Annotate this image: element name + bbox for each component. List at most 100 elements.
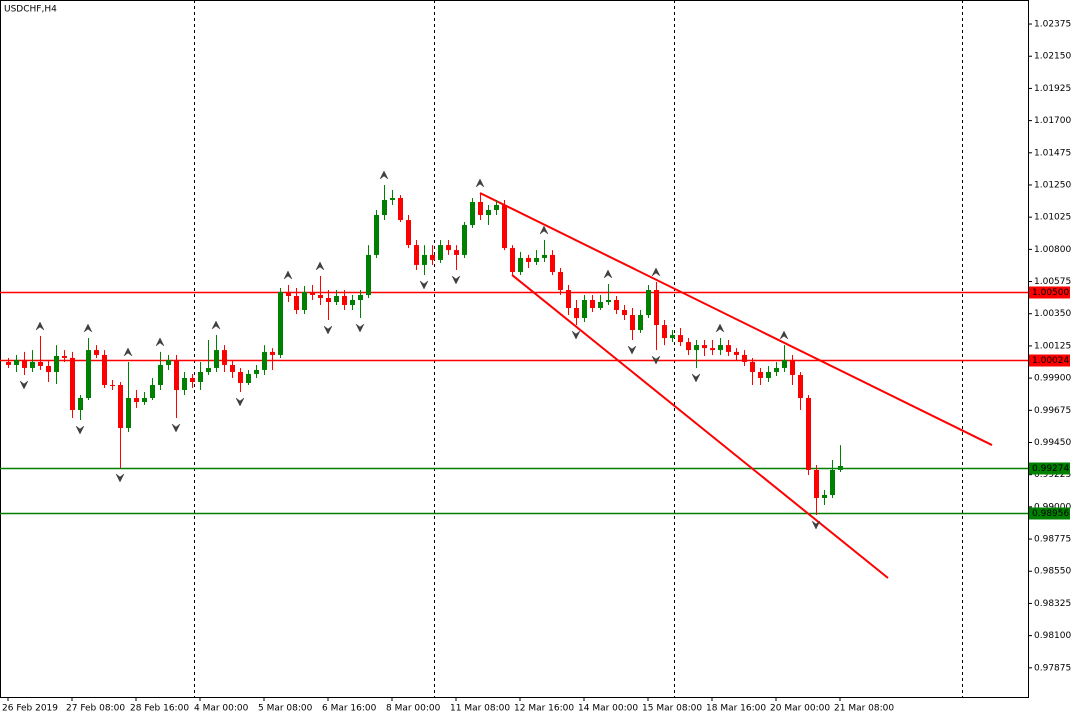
x-tick-label: 26 Feb 2019	[2, 704, 58, 714]
candle-body	[430, 254, 435, 260]
candle-body	[750, 361, 755, 372]
candle-body	[534, 257, 539, 262]
candle-body	[550, 254, 555, 272]
candle-body	[462, 225, 467, 255]
candle-body	[30, 361, 35, 368]
candle-body	[134, 397, 139, 403]
candle-body	[6, 361, 11, 365]
candle-body	[326, 297, 331, 303]
candle-body	[478, 202, 483, 216]
y-tick-label: 1.01475	[1034, 148, 1071, 158]
candle-body	[470, 202, 475, 226]
price-tag-label: 0.98956	[1032, 509, 1069, 519]
x-tick-label: 8 Mar 00:00	[386, 704, 441, 714]
candle-body	[574, 308, 579, 319]
fractal-up	[155, 337, 165, 347]
candle-body	[558, 271, 563, 290]
candle-body	[838, 465, 843, 470]
price-tag-label: 1.00500	[1032, 288, 1069, 298]
y-tick-label: 0.98100	[1034, 631, 1071, 641]
candle-body	[246, 373, 251, 383]
candle-body	[14, 359, 19, 365]
candle-body	[582, 300, 587, 319]
y-tick-label: 0.98550	[1034, 567, 1071, 577]
candle-body	[286, 291, 291, 296]
chart-title: USDCHF,H4	[4, 5, 57, 15]
candle-body	[118, 384, 123, 429]
candle-body	[606, 300, 611, 303]
candle-body	[814, 469, 819, 499]
candle-body	[366, 254, 371, 295]
candle-body	[798, 374, 803, 398]
price-tag	[1029, 286, 1070, 299]
candle-body	[414, 245, 419, 265]
fractal-up	[379, 170, 389, 180]
candle-body	[390, 197, 395, 201]
y-tick-label: 1.01925	[1034, 84, 1071, 94]
candle-body	[774, 367, 779, 372]
candle-body	[238, 371, 243, 383]
fractal-down	[651, 355, 661, 365]
candle-body	[142, 397, 147, 403]
price-tag	[1029, 354, 1070, 367]
candle-body	[830, 469, 835, 495]
candle-body	[510, 248, 515, 272]
candle-body	[310, 291, 315, 295]
candle-body	[718, 345, 723, 351]
x-tick-label: 6 Mar 16:00	[322, 704, 377, 714]
fractal-down	[811, 520, 821, 530]
price-tag	[1029, 507, 1070, 520]
price-tag-label: 0.99274	[1032, 464, 1069, 474]
fractal-up	[603, 269, 613, 279]
candle-body	[358, 294, 363, 301]
y-tick-label: 1.01250	[1034, 180, 1071, 190]
fractal-up	[35, 321, 45, 331]
fractal-up	[779, 330, 789, 340]
y-tick-label: 0.99000	[1034, 502, 1071, 512]
x-tick-label: 18 Mar 16:00	[706, 704, 766, 714]
fractal-down	[691, 373, 701, 383]
candle-body	[454, 250, 459, 255]
candle-body	[742, 354, 747, 362]
candle-body	[566, 289, 571, 309]
candle-body	[46, 365, 51, 372]
x-tick-label: 5 Mar 08:00	[258, 704, 313, 714]
y-tick-label: 0.97875	[1034, 663, 1071, 673]
candle-body	[806, 397, 811, 470]
candle-body	[126, 397, 131, 429]
y-tick-label: 1.00125	[1034, 341, 1071, 351]
y-tick-label: 1.00350	[1034, 309, 1071, 319]
candle-body	[158, 364, 163, 385]
candle-body	[70, 357, 75, 411]
candle-body	[198, 371, 203, 382]
candle-body	[102, 354, 107, 385]
candle-body	[230, 364, 235, 372]
fractal-down	[235, 397, 245, 407]
candle-body	[38, 361, 43, 366]
fractal-down	[451, 275, 461, 285]
fractal-up	[539, 225, 549, 235]
fractal-down	[171, 423, 181, 433]
candle-body	[382, 200, 387, 216]
y-tick-label: 1.01025	[1034, 213, 1071, 223]
y-tick-label: 0.99675	[1034, 406, 1071, 416]
candle-body	[710, 348, 715, 351]
candle-body	[654, 289, 659, 326]
candle-body	[150, 384, 155, 398]
candle-body	[214, 350, 219, 368]
candle-body	[222, 350, 227, 365]
plot-frame	[0, 0, 1029, 698]
candle-body	[766, 371, 771, 378]
candle-body	[662, 325, 667, 339]
candle-body	[110, 384, 115, 386]
candle-body	[822, 494, 827, 499]
y-tick-label: 0.98775	[1034, 535, 1071, 545]
candle-body	[542, 254, 547, 258]
trendline	[479, 192, 993, 446]
y-tick-label: 0.99225	[1034, 470, 1071, 480]
candle-body	[86, 350, 91, 398]
candle-body	[726, 345, 731, 352]
x-tick-label: 14 Mar 00:00	[578, 704, 638, 714]
candle-body	[174, 359, 179, 390]
